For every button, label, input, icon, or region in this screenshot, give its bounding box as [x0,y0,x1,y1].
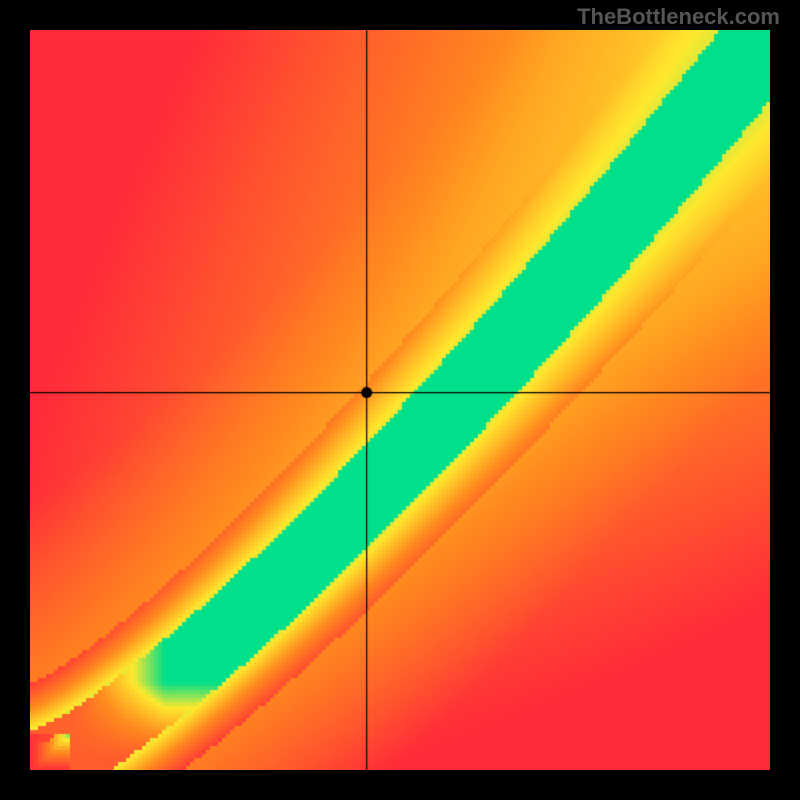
heatmap-canvas [30,30,770,770]
watermark-text: TheBottleneck.com [577,4,780,30]
plot-area [30,30,770,770]
chart-container: TheBottleneck.com [0,0,800,800]
